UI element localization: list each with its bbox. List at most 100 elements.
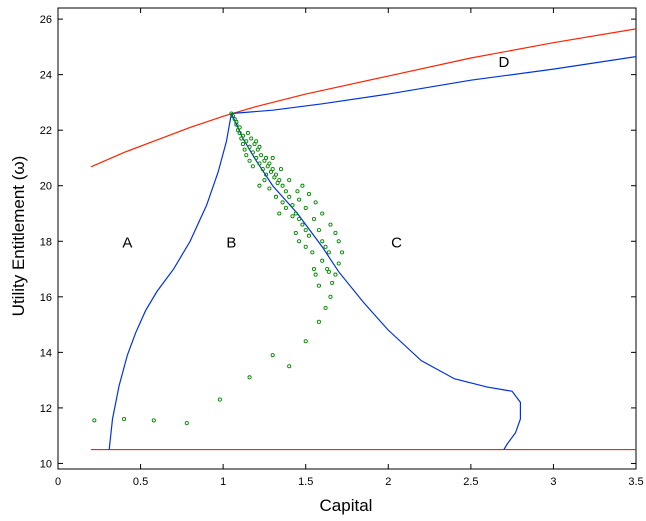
scatter-point xyxy=(297,239,302,244)
scatter-point xyxy=(254,139,259,144)
scatter-point xyxy=(316,319,321,324)
scatter-point xyxy=(297,217,302,222)
scatter-point xyxy=(237,130,242,136)
y-tick-label: 22 xyxy=(40,125,52,137)
scatter-point xyxy=(283,189,288,194)
y-tick-label: 14 xyxy=(40,347,52,359)
scatter-point xyxy=(247,144,252,149)
scatter-point xyxy=(290,214,295,219)
plot-frame xyxy=(57,7,637,470)
region-label-d: D xyxy=(498,54,509,71)
scatter-point xyxy=(297,197,302,202)
scatter-point xyxy=(151,418,156,423)
scatter-point xyxy=(333,272,338,277)
scatter-point xyxy=(245,130,250,136)
scatter-point xyxy=(247,375,252,380)
scatter-point xyxy=(240,133,246,138)
x-tick-label: 2.5 xyxy=(463,476,478,488)
scatter-point xyxy=(260,167,265,172)
x-tick-label: 0 xyxy=(55,476,61,488)
scatter-point xyxy=(122,416,127,422)
scatter-point xyxy=(330,280,335,285)
scatter-point xyxy=(320,211,325,216)
scatter-point xyxy=(257,161,262,166)
scatter-point xyxy=(313,272,318,277)
scatter-point xyxy=(293,230,298,235)
series-line-boundary_BC xyxy=(230,113,521,450)
scatter-point xyxy=(306,233,312,238)
scatter-point xyxy=(259,153,264,158)
scatter-point xyxy=(273,172,279,177)
scatter-point xyxy=(325,266,330,272)
region-label-a: A xyxy=(122,234,132,251)
scatter-point xyxy=(300,183,305,188)
scatter-point xyxy=(234,119,239,124)
scatter-point xyxy=(247,158,252,163)
y-tick-label: 26 xyxy=(40,14,52,26)
scatter-point xyxy=(287,178,292,183)
y-tick-label: 24 xyxy=(40,70,52,82)
region-label-b: B xyxy=(226,234,236,251)
scatter-point xyxy=(283,205,288,211)
scatter-point xyxy=(273,194,279,199)
x-tick-label: 1 xyxy=(220,476,226,488)
x-tick-label: 0.5 xyxy=(133,476,148,488)
ticks-layer: 0 0.5 1 1.5 2 2.5 3 3.5 10 12 14 16 18 20 22 24 26 xyxy=(40,8,644,488)
scatter-point xyxy=(237,125,242,130)
lines-layer xyxy=(90,28,637,451)
scatter-point xyxy=(313,200,318,205)
y-tick-label: 18 xyxy=(40,236,52,248)
series-line-boundary_D xyxy=(231,56,637,115)
region-label-c: C xyxy=(391,234,402,251)
series-line-boundary_A_left xyxy=(108,113,232,450)
scatter-point xyxy=(303,244,308,249)
x-tick-label: 1.5 xyxy=(298,476,313,488)
scatter-layer xyxy=(92,111,345,426)
scatter-point xyxy=(287,364,292,369)
scatter-point xyxy=(184,421,189,426)
scatter-point xyxy=(336,239,341,244)
scatter-point xyxy=(323,244,328,249)
series-line-upper_red xyxy=(90,28,637,168)
y-axis-label: Utility Entitlement (ω) xyxy=(9,156,28,317)
scatter-point xyxy=(323,305,328,310)
scatter-point xyxy=(267,186,272,191)
scatter-point xyxy=(242,147,247,152)
scatter-point xyxy=(278,167,283,172)
scatter-point xyxy=(277,211,282,216)
scatter-point xyxy=(264,172,269,177)
scatter-point xyxy=(257,144,262,149)
scatter-point xyxy=(270,353,275,358)
scatter-point xyxy=(280,183,285,188)
y-tick-label: 10 xyxy=(40,458,52,470)
scatter-point xyxy=(316,228,321,233)
scatter-point xyxy=(270,155,275,161)
scatter-point xyxy=(320,258,325,263)
x-tick-label: 3 xyxy=(550,476,556,488)
scatter-point xyxy=(316,283,321,288)
scatter-point xyxy=(264,155,269,161)
scatter-point xyxy=(311,266,317,272)
scatter-point xyxy=(270,167,275,172)
scatter-point xyxy=(303,205,308,211)
scatter-point xyxy=(306,192,312,197)
y-tick-label: 20 xyxy=(40,181,52,193)
scatter-point xyxy=(277,178,282,183)
scatter-point xyxy=(257,183,262,188)
scatter-point xyxy=(300,222,305,227)
x-axis-label: Capital xyxy=(320,496,373,515)
scatter-point xyxy=(310,250,315,255)
scatter-point xyxy=(295,189,300,194)
x-tick-label: 2 xyxy=(385,476,391,488)
scatter-point xyxy=(333,230,338,235)
regions-layer: A B C D xyxy=(122,54,509,252)
y-tick-label: 16 xyxy=(40,292,52,304)
scatter-point xyxy=(303,339,308,344)
scatter-point xyxy=(320,239,325,244)
scatter-point xyxy=(339,250,345,255)
scatter-point xyxy=(249,136,254,141)
scatter-point xyxy=(250,150,255,155)
scatter-point xyxy=(240,142,246,147)
scatter-point xyxy=(303,228,308,233)
